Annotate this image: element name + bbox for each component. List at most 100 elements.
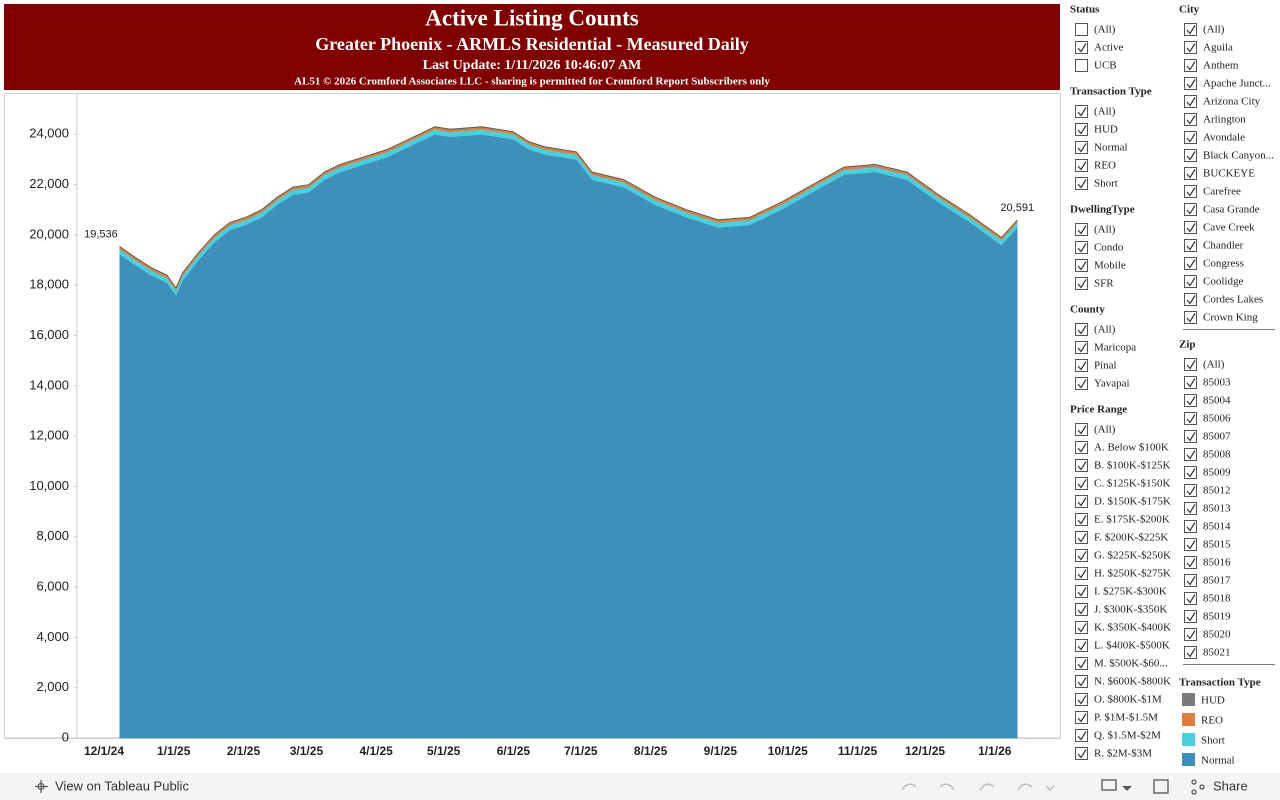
filter-checkbox[interactable] xyxy=(1075,341,1088,354)
filter-checkbox[interactable] xyxy=(1184,502,1197,515)
filter-checkbox[interactable] xyxy=(1184,131,1197,144)
check-mark xyxy=(1077,569,1087,579)
filter-checkbox[interactable] xyxy=(1184,358,1197,371)
check-mark xyxy=(1186,486,1196,496)
tableau-link[interactable]: View on Tableau Public xyxy=(55,778,189,793)
check-mark xyxy=(1077,497,1087,507)
filter-checkbox[interactable] xyxy=(1184,628,1197,641)
filter-checkbox[interactable] xyxy=(1184,113,1197,126)
check-mark xyxy=(1077,125,1087,135)
filter-item: Aguila xyxy=(1203,42,1233,54)
filter-checkbox[interactable] xyxy=(1184,59,1197,72)
filter-checkbox[interactable] xyxy=(1184,412,1197,425)
filter-checkbox[interactable] xyxy=(1184,394,1197,407)
filter-checkbox[interactable] xyxy=(1075,423,1088,436)
x-tick-label: 8/1/25 xyxy=(634,744,668,758)
filter-checkbox[interactable] xyxy=(1075,747,1088,760)
filter-checkbox[interactable] xyxy=(1075,531,1088,544)
filter-checkbox[interactable] xyxy=(1075,513,1088,526)
filter-checkbox[interactable] xyxy=(1184,185,1197,198)
check-mark xyxy=(1077,749,1087,759)
filter-checkbox[interactable] xyxy=(1075,603,1088,616)
filter-checkbox[interactable] xyxy=(1075,277,1088,290)
filter-checkbox[interactable] xyxy=(1075,259,1088,272)
filter-checkbox[interactable] xyxy=(1075,41,1088,54)
x-tick-label: 7/1/25 xyxy=(564,744,598,758)
filter-checkbox[interactable] xyxy=(1184,556,1197,569)
filter-checkbox[interactable] xyxy=(1075,459,1088,472)
check-mark xyxy=(1077,225,1087,235)
filter-checkbox[interactable] xyxy=(1184,95,1197,108)
filter-checkbox[interactable] xyxy=(1075,123,1088,136)
filter-checkbox[interactable] xyxy=(1184,293,1197,306)
x-tick-label: 9/1/25 xyxy=(704,744,738,758)
filter-checkbox[interactable] xyxy=(1075,377,1088,390)
filter-checkbox[interactable] xyxy=(1184,167,1197,180)
filter-checkbox[interactable] xyxy=(1075,549,1088,562)
filter-checkbox[interactable] xyxy=(1184,574,1197,587)
filter-checkbox[interactable] xyxy=(1184,203,1197,216)
filter-checkbox[interactable] xyxy=(1184,311,1197,324)
legend-swatch xyxy=(1182,693,1195,706)
filter-item: C. $125K-$150K xyxy=(1094,478,1170,490)
filter-checkbox[interactable] xyxy=(1184,610,1197,623)
filter-checkbox[interactable] xyxy=(1075,621,1088,634)
filter-item: 85016 xyxy=(1203,557,1231,569)
filter-item: O. $800K-$1M xyxy=(1094,694,1162,706)
check-mark xyxy=(1186,558,1196,568)
filter-checkbox[interactable] xyxy=(1184,77,1197,90)
filter-checkbox[interactable] xyxy=(1075,441,1088,454)
check-mark xyxy=(1186,414,1196,424)
filter-checkbox[interactable] xyxy=(1184,275,1197,288)
filter-checkbox[interactable] xyxy=(1184,430,1197,443)
filter-checkbox[interactable] xyxy=(1184,149,1197,162)
filter-checkbox[interactable] xyxy=(1075,729,1088,742)
filter-checkbox[interactable] xyxy=(1075,711,1088,724)
filter-checkbox[interactable] xyxy=(1184,239,1197,252)
x-tick-label: 4/1/25 xyxy=(359,744,393,758)
filter-item: Anthem xyxy=(1203,60,1239,72)
filter-checkbox[interactable] xyxy=(1075,105,1088,118)
y-tick-label: 24,000 xyxy=(29,126,69,141)
filter-item: Pinal xyxy=(1094,360,1117,372)
filter-checkbox[interactable] xyxy=(1075,23,1088,36)
filter-checkbox[interactable] xyxy=(1075,241,1088,254)
filter-checkbox[interactable] xyxy=(1184,466,1197,479)
filter-checkbox[interactable] xyxy=(1184,41,1197,54)
filter-item: 85019 xyxy=(1203,611,1231,623)
filter-checkbox[interactable] xyxy=(1075,495,1088,508)
filter-checkbox[interactable] xyxy=(1075,359,1088,372)
filter-checkbox[interactable] xyxy=(1075,323,1088,336)
x-tick-label: 1/1/26 xyxy=(978,744,1012,758)
check-mark xyxy=(1077,479,1087,489)
filter-checkbox[interactable] xyxy=(1075,477,1088,490)
filter-checkbox[interactable] xyxy=(1075,585,1088,598)
filter-item: Active xyxy=(1094,42,1123,54)
filter-checkbox[interactable] xyxy=(1075,159,1088,172)
check-mark xyxy=(1077,161,1087,171)
filter-checkbox[interactable] xyxy=(1075,675,1088,688)
filter-checkbox[interactable] xyxy=(1075,657,1088,670)
filter-checkbox[interactable] xyxy=(1075,639,1088,652)
share-button[interactable]: Share xyxy=(1213,778,1248,793)
filter-checkbox[interactable] xyxy=(1184,484,1197,497)
filter-checkbox[interactable] xyxy=(1184,646,1197,659)
filter-checkbox[interactable] xyxy=(1184,448,1197,461)
filter-checkbox[interactable] xyxy=(1184,221,1197,234)
filter-checkbox[interactable] xyxy=(1184,520,1197,533)
filter-checkbox[interactable] xyxy=(1184,23,1197,36)
filter-checkbox[interactable] xyxy=(1184,376,1197,389)
filter-checkbox[interactable] xyxy=(1075,223,1088,236)
check-mark xyxy=(1077,143,1087,153)
filter-checkbox[interactable] xyxy=(1184,257,1197,270)
filter-checkbox[interactable] xyxy=(1075,693,1088,706)
filter-checkbox[interactable] xyxy=(1184,592,1197,605)
filter-checkbox[interactable] xyxy=(1075,177,1088,190)
filter-checkbox[interactable] xyxy=(1075,59,1088,72)
x-tick-label: 12/1/25 xyxy=(905,744,945,758)
check-mark xyxy=(1186,313,1196,323)
filter-checkbox[interactable] xyxy=(1075,141,1088,154)
filter-checkbox[interactable] xyxy=(1075,567,1088,580)
filter-item: Casa Grande xyxy=(1203,204,1260,216)
filter-checkbox[interactable] xyxy=(1184,538,1197,551)
